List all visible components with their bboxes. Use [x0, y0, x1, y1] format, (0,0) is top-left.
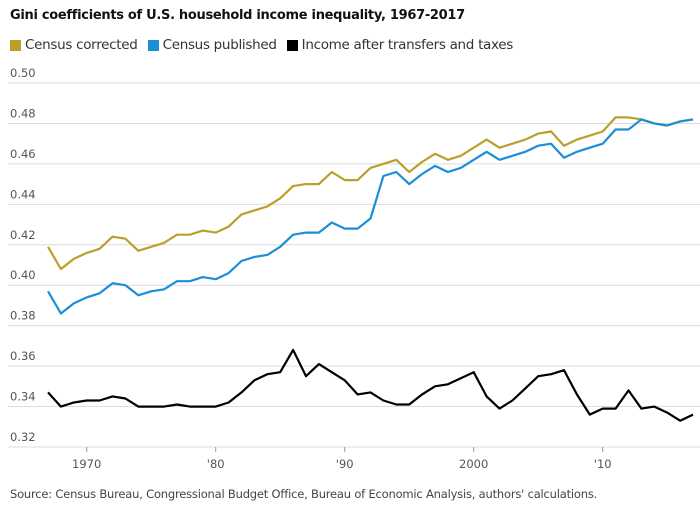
series-line-0: [47, 116, 694, 271]
legend-swatch: [286, 39, 298, 51]
x-tick-label: '90: [336, 457, 354, 471]
legend-label: Census published: [162, 37, 277, 53]
legend-item-census-corrected: Census corrected: [10, 37, 138, 53]
y-tick-label: 0.42: [10, 228, 36, 242]
x-tick-label: '80: [207, 457, 225, 471]
series-line-2: [47, 348, 694, 422]
series-line-1: [47, 118, 694, 315]
x-tick-label: 1970: [72, 457, 101, 471]
legend-item-after-transfers: Income after transfers and taxes: [286, 37, 514, 53]
y-tick-label: 0.32: [10, 430, 36, 444]
x-tick-label: 2000: [459, 457, 488, 471]
y-tick-label: 0.46: [10, 147, 36, 161]
legend-swatch: [10, 39, 21, 51]
chart-title: Gini coefficients of U.S. household inco…: [10, 8, 465, 23]
y-tick-label: 0.36: [10, 349, 36, 363]
y-tick-label: 0.50: [10, 66, 36, 80]
x-tick-label: '10: [594, 457, 612, 471]
legend-item-census-published: Census published: [147, 37, 277, 53]
legend-label: Income after transfers and taxes: [301, 37, 514, 53]
legend-label: Census corrected: [25, 37, 138, 53]
y-tick-label: 0.38: [10, 309, 36, 323]
legend: Census corrected Census published Income…: [10, 37, 513, 53]
y-tick-label: 0.40: [10, 268, 36, 282]
source-note: Source: Census Bureau, Congressional Bud…: [10, 487, 598, 501]
legend-swatch: [147, 39, 159, 51]
y-tick-label: 0.44: [10, 187, 36, 201]
y-tick-label: 0.48: [10, 106, 36, 120]
y-tick-label: 0.34: [10, 390, 36, 404]
